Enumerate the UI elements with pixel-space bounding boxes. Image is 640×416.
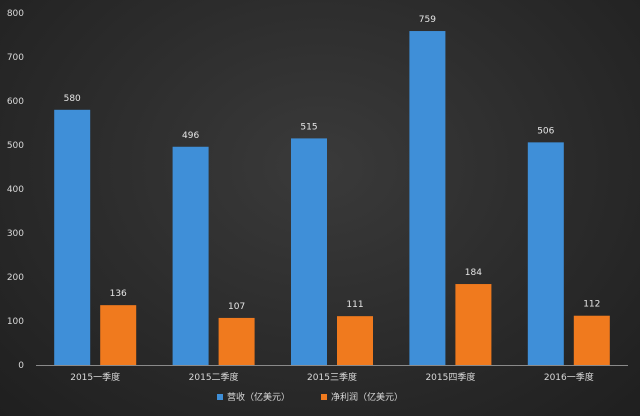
legend-swatch <box>321 394 327 400</box>
y-tick-label: 200 <box>7 273 24 283</box>
data-label: 107 <box>228 302 245 312</box>
y-tick-label: 600 <box>7 97 24 107</box>
x-tick-label: 2015三季度 <box>307 371 357 383</box>
legend-label: 营收（亿美元） <box>227 391 290 403</box>
y-tick-label: 500 <box>7 141 24 151</box>
net-profit-bar <box>218 317 255 365</box>
x-tick-label: 2015一季度 <box>70 371 120 383</box>
net-profit-bar <box>337 316 373 365</box>
data-label: 496 <box>182 131 199 141</box>
revenue-bar <box>409 31 446 365</box>
data-label: 506 <box>537 126 554 136</box>
data-label: 112 <box>583 300 600 310</box>
revenue-bar <box>54 109 91 365</box>
revenue-bar <box>527 142 564 365</box>
net-profit-bar <box>100 305 137 365</box>
net-profit-bar <box>455 284 492 365</box>
y-tick-label: 700 <box>7 53 24 63</box>
y-tick-label: 0 <box>18 361 24 371</box>
data-label: 111 <box>346 300 363 310</box>
x-tick-label: 2015二季度 <box>189 371 239 383</box>
y-tick-label: 100 <box>7 317 24 327</box>
data-label: 136 <box>110 289 127 299</box>
legend-label: 净利润（亿美元） <box>331 391 403 403</box>
bars <box>54 31 610 365</box>
axes: 0 100 200 300 400 500 600 700 800 2015一季度 2015二季度 2… <box>7 9 628 383</box>
net-profit-bar <box>573 315 610 365</box>
y-tick-label: 800 <box>7 9 24 19</box>
y-tick-label: 400 <box>7 185 24 195</box>
data-label: 759 <box>419 15 436 25</box>
revenue-bar <box>172 146 209 365</box>
x-tick-label: 2015四季度 <box>425 371 475 383</box>
y-tick-label: 300 <box>7 229 24 239</box>
legend-swatch <box>217 394 223 400</box>
data-label: 580 <box>64 94 81 104</box>
legend: 营收（亿美元） 净利润（亿美元） <box>217 391 403 403</box>
data-label: 184 <box>465 268 482 278</box>
x-tick-label: 2016一季度 <box>544 371 594 383</box>
revenue-bar <box>291 138 327 365</box>
data-label: 515 <box>300 122 317 132</box>
data-labels: 580 136 496 107 515 111 759 184 506 112 <box>64 15 601 312</box>
